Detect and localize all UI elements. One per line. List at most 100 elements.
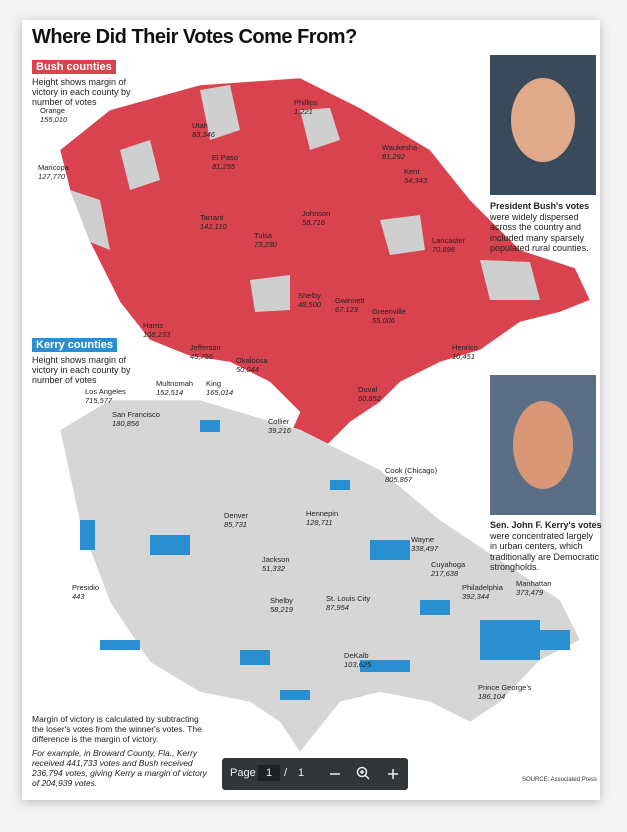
title: Where Did Their Votes Come From? (32, 26, 357, 48)
county-name: Multnomah (156, 379, 193, 388)
zoom-in[interactable] (388, 769, 398, 779)
county-name: Kent (404, 167, 420, 176)
county-votes: 715,577 (85, 396, 113, 405)
county-name: San Francisco (112, 410, 160, 419)
county-name: DeKalb (344, 651, 369, 660)
county-name: Denver (224, 511, 249, 520)
county-name: Manhattan (516, 579, 551, 588)
county-votes: 805,857 (385, 475, 413, 484)
note-text: Margin of victory is calculated by subtr… (32, 714, 202, 744)
county-votes: 54,343 (404, 176, 428, 185)
county-votes: 83,346 (192, 130, 216, 139)
county-name: Utah (192, 121, 208, 130)
county-votes: 60,852 (358, 394, 382, 403)
bush-map-gray (70, 85, 540, 312)
county-name: El Paso (212, 153, 238, 162)
county-votes: 392,344 (462, 592, 489, 601)
county-votes: 87,954 (326, 603, 349, 612)
county-name: Los Angeles (85, 387, 126, 396)
county-votes: 70,896 (432, 245, 456, 254)
county-votes: 155,010 (40, 115, 68, 124)
county-name: Tarrant (200, 213, 224, 222)
county-name: Prince George's (478, 683, 532, 692)
county-votes: 48,500 (298, 300, 322, 309)
county-name: Hennepin (306, 509, 338, 518)
county-name: Shelby (270, 596, 293, 605)
kerry-caption: Sen. John F. Kerry's votes were concentr… (490, 520, 602, 573)
bush-map (59, 77, 591, 463)
county-name: Gwinnett (335, 296, 366, 305)
county-votes: 51,332 (262, 564, 286, 573)
note: Margin of victory is calculated by subtr… (32, 714, 212, 788)
county-votes: 81,255 (212, 162, 236, 171)
county-votes: 128,711 (306, 518, 333, 527)
county-votes: 186,104 (478, 692, 505, 701)
county-name: Cuyahoga (431, 560, 466, 569)
page-total: 1 (298, 767, 305, 779)
toolbar: Page 1 / 1 (222, 758, 408, 790)
county-name: Okaloosa (236, 356, 269, 365)
county-votes: 142,110 (200, 222, 227, 231)
kerry-map-blue (80, 420, 570, 700)
county-votes: 10,451 (452, 352, 475, 361)
county-name: St. Louis City (326, 594, 370, 603)
county-votes: 373,479 (516, 588, 544, 597)
county-votes: 67,123 (335, 305, 359, 314)
county-name: Wayne (411, 535, 434, 544)
page-input[interactable]: 1 (258, 765, 280, 781)
county-votes: 443 (72, 592, 85, 601)
county-votes: 85,731 (224, 520, 247, 529)
county-name: Lancaster (432, 236, 465, 245)
county-votes: 152,514 (156, 388, 183, 397)
county-name: Presidio (72, 583, 99, 592)
bush-face (511, 78, 575, 162)
county-votes: 1,221 (294, 107, 313, 116)
source: SOURCE: Associated Press (522, 777, 598, 783)
county-name: Harris (143, 321, 163, 330)
zoom-fit[interactable] (356, 766, 370, 780)
county-votes: 58,219 (270, 605, 294, 614)
county-name: Johnson (302, 209, 330, 218)
county-votes: 103,625 (344, 660, 372, 669)
kerry-description: Height shows margin of victory in each c… (32, 355, 131, 385)
toolbar-icons (330, 766, 398, 780)
bush-heading: Bush counties (32, 60, 116, 74)
county-name: Phillips (294, 98, 318, 107)
county-votes: 217,638 (430, 569, 459, 578)
county-name: Duval (358, 385, 378, 394)
county-name: Tulsa (254, 231, 273, 240)
county-votes: 81,292 (382, 152, 406, 161)
page-label: Page (230, 767, 256, 779)
county-votes: 165,014 (206, 388, 233, 397)
county-votes: 50,044 (236, 365, 259, 374)
county-votes: 127,770 (38, 172, 66, 181)
county-name: Philadelphia (462, 583, 504, 592)
caption-text: were concentrated largely in urban cente… (490, 530, 600, 573)
county-votes: 73,230 (254, 240, 278, 249)
county-votes: 338,497 (411, 544, 439, 553)
county-name: Henrico (452, 343, 478, 352)
county-name: Waukesha (382, 143, 418, 152)
kerry-face (513, 401, 573, 489)
county-name: Collier (268, 417, 290, 426)
county-name: Jackson (262, 555, 290, 564)
page-separator: / (284, 767, 288, 779)
bush-description: Height shows margin of victory in each c… (32, 77, 131, 107)
county-votes: 45,756 (190, 352, 214, 361)
county-votes: 39,216 (268, 426, 292, 435)
county-name: Shelby (298, 291, 321, 300)
county-votes: 55,006 (372, 316, 396, 325)
county-name: Orange (40, 106, 65, 115)
caption-text: were widely dispersed across the country… (490, 211, 589, 254)
county-name: Jefferson (190, 343, 221, 352)
county-name: Cook (Chicago) (385, 466, 438, 475)
caption-bold: Sen. John F. Kerry's votes (490, 520, 602, 530)
kerry-heading: Kerry counties (32, 338, 118, 352)
county-name: King (206, 379, 221, 388)
county-votes: 58,716 (302, 218, 326, 227)
county-votes: 108,233 (143, 330, 171, 339)
kerry-map (59, 399, 581, 753)
note-example: For example, in Broward County, Fla., Ke… (32, 748, 207, 788)
bush-caption: President Bush's votes were widely dispe… (490, 201, 602, 254)
